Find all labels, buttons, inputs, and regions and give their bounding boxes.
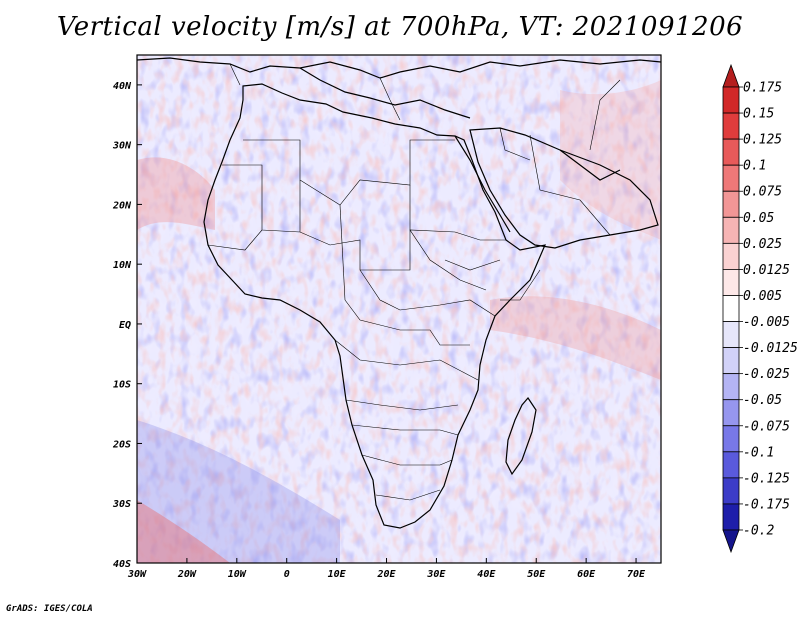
colorbar-swatch bbox=[722, 503, 740, 531]
colorbar-label: 0.125 bbox=[743, 133, 782, 148]
credit-text: GrADS: IGES/COLA bbox=[6, 604, 93, 614]
mediterranean-outline bbox=[299, 67, 471, 119]
africa-coastline bbox=[203, 83, 547, 529]
colorbar-swatch bbox=[722, 425, 740, 453]
colorbar-label: -0.005 bbox=[743, 315, 790, 330]
x-tick-label: 20E bbox=[376, 569, 396, 580]
colorbar-label: 0.0125 bbox=[743, 263, 790, 278]
y-tick-label: 20N bbox=[112, 200, 132, 211]
colorbar-swatch bbox=[722, 138, 740, 166]
colorbar-swatch bbox=[722, 112, 740, 140]
y-axis: 40N 30N 20N 10N EQ 10S 20S 30S 40S bbox=[112, 81, 142, 570]
colorbar-label: 0.15 bbox=[743, 107, 774, 122]
x-tick-label: 70E bbox=[627, 569, 646, 580]
x-tick-label: 10E bbox=[328, 569, 347, 580]
colorbar-label: -0.2 bbox=[743, 524, 774, 539]
plot-frame bbox=[136, 54, 662, 564]
colorbar-label: -0.05 bbox=[743, 393, 782, 408]
velocity-field bbox=[137, 55, 661, 563]
colorbar-swatch bbox=[722, 86, 740, 114]
colorbar-label: -0.075 bbox=[743, 419, 790, 434]
colorbar-label: 0.025 bbox=[743, 237, 782, 252]
colorbar-swatch bbox=[722, 295, 740, 322]
colorbar-swatch bbox=[722, 373, 740, 401]
colorbar-label: 0.05 bbox=[743, 211, 774, 226]
colorbar-label: -0.175 bbox=[743, 497, 790, 512]
y-tick-label: 40N bbox=[113, 81, 132, 92]
red-sea-outline bbox=[454, 135, 511, 233]
colorbar-swatch bbox=[722, 242, 740, 270]
colorbar-swatch bbox=[722, 477, 740, 505]
colorbar-swatch bbox=[722, 269, 740, 296]
colorbar-swatch bbox=[722, 347, 740, 375]
colorbar-label: -0.0125 bbox=[743, 341, 798, 356]
x-tick-label: 20W bbox=[177, 569, 197, 580]
colorbar-swatch bbox=[722, 321, 740, 348]
colorbar-swatch bbox=[722, 216, 740, 244]
colorbar-swatch bbox=[722, 399, 740, 427]
x-tick-label: 50E bbox=[527, 569, 546, 580]
colorbar-label: 0.005 bbox=[743, 289, 782, 304]
colorbar-label: -0.025 bbox=[743, 367, 790, 382]
madagascar-coastline bbox=[505, 397, 537, 476]
colorbar: 0.175 0.15 0.125 0.1 0.075 0.05 0.025 0.0125 0.0… bbox=[722, 63, 798, 554]
colorbar-label: -0.125 bbox=[743, 471, 790, 486]
y-tick-label: 10S bbox=[113, 380, 131, 391]
x-tick-label: 40E bbox=[477, 569, 496, 580]
y-tick-label: EQ bbox=[119, 320, 131, 331]
country-borders bbox=[207, 63, 621, 501]
colorbar-label: -0.1 bbox=[743, 445, 774, 460]
colorbar-swatch bbox=[722, 164, 740, 192]
chart-title: Vertical velocity [m/s] at 700hPa, VT: 2… bbox=[56, 12, 744, 42]
x-tick-label: 60E bbox=[577, 569, 596, 580]
y-tick-label: 40S bbox=[113, 559, 131, 570]
y-tick-label: 30S bbox=[112, 499, 131, 510]
x-tick-label: 10W bbox=[228, 569, 247, 580]
y-tick-label: 10N bbox=[113, 260, 132, 271]
colorbar-label: 0.175 bbox=[743, 81, 782, 96]
colorbar-label: 0.075 bbox=[743, 185, 782, 200]
colorbar-label: 0.1 bbox=[743, 159, 766, 174]
colorbar-bottom-cap bbox=[722, 529, 740, 554]
y-tick-label: 20S bbox=[112, 439, 131, 450]
x-tick-label: 0 bbox=[284, 569, 290, 580]
y-tick-label: 30N bbox=[112, 141, 132, 152]
coastlines bbox=[137, 57, 661, 529]
arabia-coastline bbox=[469, 127, 659, 249]
x-axis: 30W 20W 10W 0 10E 20E 30E 40E 50E 60E 70E bbox=[127, 558, 646, 580]
x-tick-label: 30E bbox=[426, 569, 446, 580]
colorbar-swatch bbox=[722, 190, 740, 218]
colorbar-top-cap bbox=[722, 63, 740, 88]
persian-gulf-outline bbox=[559, 149, 621, 181]
colorbar-swatch bbox=[722, 451, 740, 479]
x-tick-label: 30W bbox=[127, 569, 147, 580]
